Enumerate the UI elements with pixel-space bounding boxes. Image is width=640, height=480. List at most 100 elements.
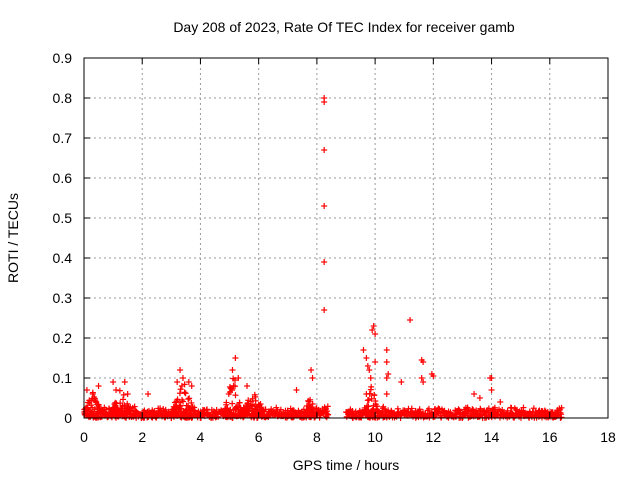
data-point [367, 375, 374, 381]
data-point [232, 392, 239, 399]
data-point [368, 383, 375, 390]
data-point [120, 396, 127, 403]
x-tick-label: 0 [80, 429, 88, 445]
x-tick-label: 2 [138, 429, 146, 445]
data-point [223, 399, 230, 406]
data-point [366, 367, 373, 373]
x-axis-label: GPS time / hours [293, 457, 400, 473]
data-point [307, 396, 314, 403]
data-point [83, 387, 90, 393]
data-point [113, 387, 120, 393]
data-point [321, 99, 328, 105]
data-point [124, 391, 131, 397]
data-point [321, 147, 328, 153]
data-point [174, 379, 181, 385]
data-point [95, 401, 102, 408]
data-point [497, 399, 504, 405]
x-tick-label: 16 [542, 429, 558, 445]
data-point [420, 359, 427, 365]
x-tick-label: 8 [313, 429, 321, 445]
y-tick-label: 0.9 [53, 50, 73, 66]
data-point [372, 331, 379, 337]
data-point [363, 391, 370, 397]
x-tick-label: 4 [197, 429, 205, 445]
data-point [188, 399, 195, 406]
data-point [383, 347, 390, 353]
data-point [145, 391, 152, 397]
x-tick-label: 12 [426, 429, 442, 445]
data-point [309, 375, 316, 381]
data-point [308, 404, 315, 411]
y-tick-label: 0.5 [53, 210, 73, 226]
y-tick-label: 0.8 [53, 90, 73, 106]
data-point [477, 405, 484, 412]
x-tick-label: 18 [600, 429, 616, 445]
data-point [447, 409, 454, 416]
data-point [459, 414, 466, 421]
y-axis-label: ROTI / TECUs [5, 193, 21, 283]
data-point [188, 383, 195, 389]
data-point [110, 379, 117, 385]
data-point [425, 405, 432, 412]
data-point [430, 373, 437, 379]
data-point [176, 403, 183, 410]
data-point [471, 391, 478, 397]
data-point [383, 375, 390, 381]
data-point [231, 377, 238, 384]
data-point [157, 405, 164, 412]
data-point [476, 395, 483, 401]
data-point [127, 408, 134, 415]
data-point [325, 411, 332, 418]
data-point [99, 409, 106, 415]
y-tick-label: 0.1 [53, 370, 73, 386]
data-point [191, 407, 198, 414]
data-point [320, 409, 327, 416]
data-point [365, 396, 372, 403]
data-point [370, 323, 377, 329]
data-point [174, 412, 181, 419]
data-point [188, 406, 195, 413]
data-point [373, 403, 380, 410]
data-point [558, 411, 565, 418]
data-point [120, 391, 127, 398]
data-point [416, 406, 423, 413]
data-point [558, 404, 565, 411]
data-point [321, 203, 328, 209]
data-point [491, 404, 498, 411]
data-points [81, 95, 565, 421]
y-tick-label: 0.2 [53, 330, 73, 346]
data-point [235, 375, 242, 381]
data-point [252, 397, 259, 404]
grid-lines [84, 58, 608, 418]
data-point [124, 400, 131, 407]
chart-title: Day 208 of 2023, Rate Of TEC Index for r… [173, 19, 515, 35]
data-point [380, 403, 387, 410]
data-point [385, 371, 392, 377]
data-point [181, 389, 188, 396]
data-point [468, 408, 475, 415]
data-point [189, 403, 196, 410]
y-tick-label: 0.4 [53, 250, 73, 266]
data-point [176, 390, 183, 397]
data-point [436, 409, 443, 416]
data-point [180, 398, 187, 405]
data-point [179, 375, 186, 381]
x-tick-label: 14 [484, 429, 500, 445]
data-point [121, 379, 128, 385]
data-point [232, 355, 239, 361]
y-tick-label: 0.6 [53, 170, 73, 186]
data-point [131, 403, 138, 410]
data-point [89, 391, 96, 397]
data-point [398, 379, 405, 385]
data-point [229, 367, 236, 373]
data-point [310, 407, 317, 414]
data-point [182, 390, 189, 397]
data-point [383, 391, 390, 397]
data-point [177, 386, 184, 393]
y-tick-label: 0.3 [53, 290, 73, 306]
data-point [365, 403, 372, 410]
data-point [453, 413, 460, 420]
data-point [324, 408, 331, 415]
